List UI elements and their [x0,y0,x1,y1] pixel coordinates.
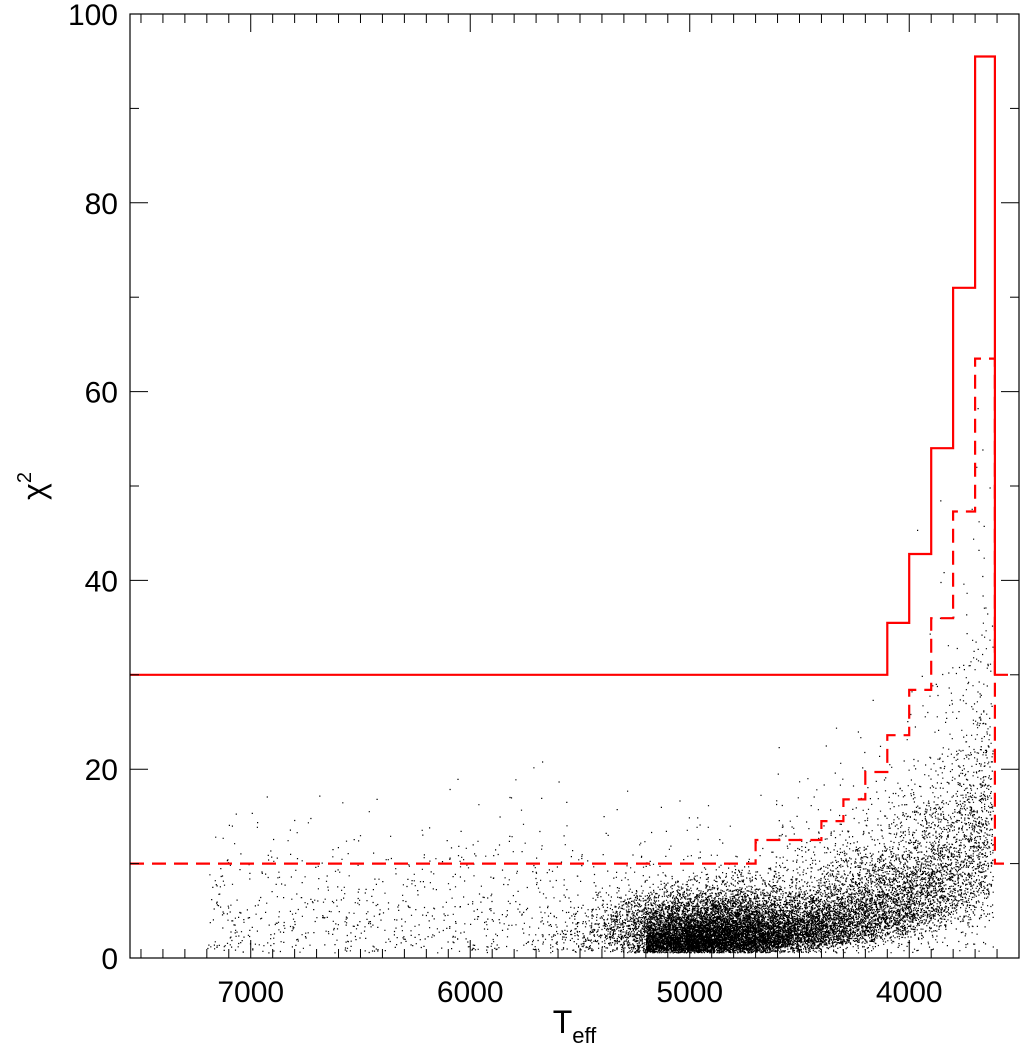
y-axis-title-sup: 2 [14,472,36,483]
x-tick-label: 6000 [437,976,504,1009]
x-tick-label: 5000 [656,976,723,1009]
tick-labels: 7000 6000 5000 4000 0 20 40 60 80 100 [68,0,943,1009]
y-axis-title-main: χ [16,483,52,500]
x-axis-title-sub: eff [572,1023,597,1048]
y-tick-label: 40 [85,565,118,598]
x-tick-label: 7000 [217,976,284,1009]
y-tick-label: 100 [68,0,118,32]
series-lines [130,55,1008,865]
x-tick-label: 4000 [876,976,943,1009]
solid-threshold-line [130,55,1008,676]
x-axis-title-main: T [553,1004,573,1040]
y-axis-title: χ2 [14,472,52,500]
axis-ticks [130,13,1020,959]
y-tick-label: 20 [85,754,118,787]
scatter-points [207,408,994,954]
y-tick-label: 60 [85,377,118,410]
y-tick-label: 0 [101,943,118,976]
x-axis-title: Teff [553,1004,597,1048]
y-tick-label: 80 [85,188,118,221]
dashed-threshold-line [130,357,1008,865]
scatter-dots [207,408,994,954]
